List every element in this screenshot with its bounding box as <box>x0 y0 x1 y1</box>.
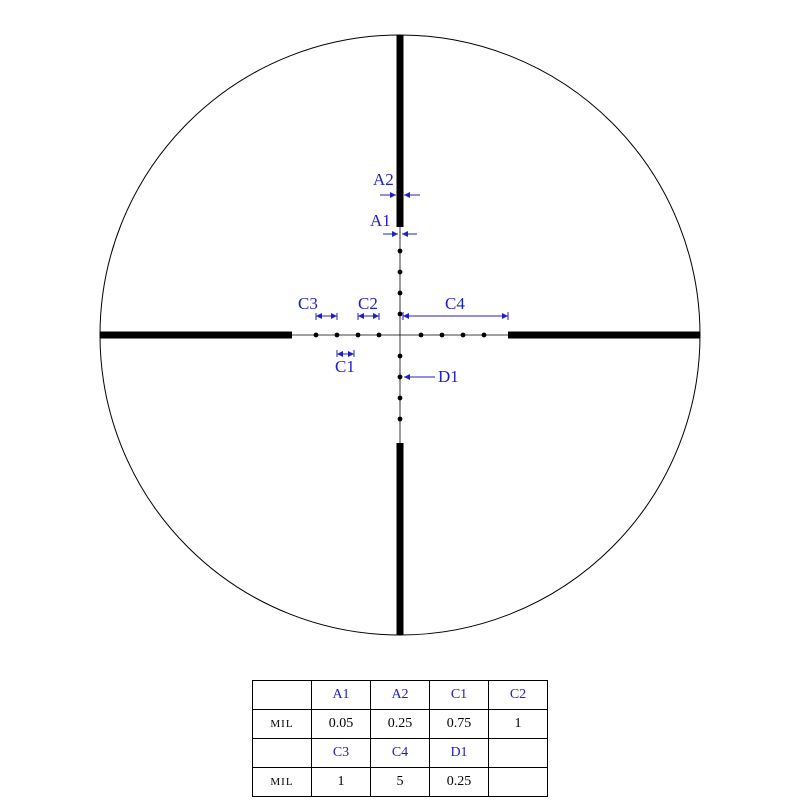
label-c3: C3 <box>298 294 318 313</box>
hdr-c2: C2 <box>489 681 548 710</box>
val-c3: 1 <box>312 768 371 797</box>
val-c4: 5 <box>371 768 430 797</box>
annotation-c1: C1 <box>335 350 355 376</box>
table-corner-2 <box>253 739 312 768</box>
val-blank <box>489 768 548 797</box>
annotation-c3: C3 <box>298 294 337 320</box>
annotation-c4: C4 <box>403 294 508 320</box>
hdr-blank <box>489 739 548 768</box>
hdr-a1: A1 <box>312 681 371 710</box>
spec-table: A1 A2 C1 C2 MIL 0.05 0.25 0.75 1 C3 C4 D… <box>252 680 548 797</box>
label-a1: A1 <box>370 211 391 230</box>
val-c2: 1 <box>489 710 548 739</box>
val-c1: 0.75 <box>430 710 489 739</box>
row-label-1: MIL <box>253 710 312 739</box>
annotation-d1: D1 <box>404 367 459 386</box>
table-corner-1 <box>253 681 312 710</box>
annotation-c2: C2 <box>358 294 379 320</box>
label-a2: A2 <box>373 170 394 189</box>
hdr-c3: C3 <box>312 739 371 768</box>
hdr-c1: C1 <box>430 681 489 710</box>
val-d1: 0.25 <box>430 768 489 797</box>
label-c4: C4 <box>445 294 465 313</box>
post-top <box>397 35 404 227</box>
post-right <box>508 332 700 339</box>
reticle-diagram: A2 A1 C2 C3 C1 <box>0 0 800 660</box>
label-d1: D1 <box>438 367 459 386</box>
annotation-a1: A1 <box>370 211 417 237</box>
val-a2: 0.25 <box>371 710 430 739</box>
label-c2: C2 <box>358 294 378 313</box>
hdr-a2: A2 <box>371 681 430 710</box>
post-bottom <box>397 443 404 635</box>
hdr-d1: D1 <box>430 739 489 768</box>
row-label-2: MIL <box>253 768 312 797</box>
val-a1: 0.05 <box>312 710 371 739</box>
label-c1: C1 <box>335 357 355 376</box>
post-left <box>100 332 292 339</box>
hdr-c4: C4 <box>371 739 430 768</box>
